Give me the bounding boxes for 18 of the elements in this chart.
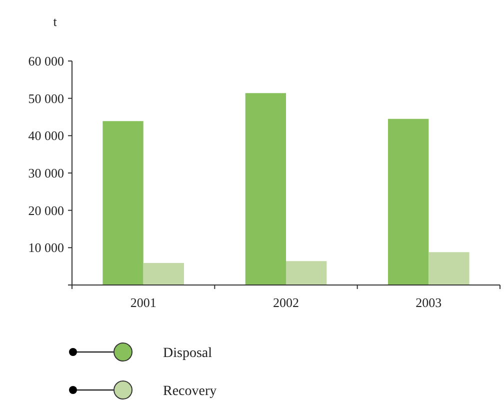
y-tick-label: 10 000	[28, 240, 64, 256]
x-tick-label: 2003	[416, 295, 442, 310]
bar	[388, 118, 429, 285]
bar	[245, 93, 286, 285]
y-tick-label: 20 000	[28, 202, 64, 218]
y-tick-label: 40 000	[28, 128, 64, 144]
y-axis-title: t	[53, 14, 58, 29]
bar	[143, 262, 184, 285]
y-tick-label: 50 000	[28, 90, 64, 106]
legend-label: Recovery	[163, 384, 217, 399]
y-tick-label: 30 000	[28, 166, 64, 181]
x-tick-label: 2001	[130, 295, 156, 310]
legend-label: Disposal	[163, 346, 212, 361]
bar	[428, 252, 470, 285]
y-tick-label: 60 000	[28, 54, 64, 69]
bar	[286, 261, 327, 285]
x-tick-label: 2002	[273, 295, 299, 310]
bar	[102, 121, 144, 285]
